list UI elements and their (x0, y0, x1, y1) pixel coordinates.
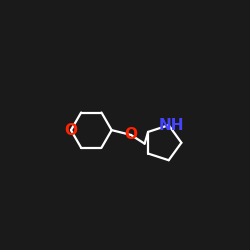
Text: O: O (124, 128, 138, 142)
Text: NH: NH (158, 118, 184, 133)
Text: O: O (64, 123, 78, 138)
